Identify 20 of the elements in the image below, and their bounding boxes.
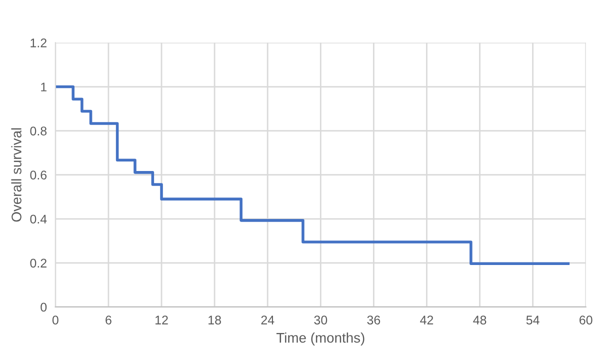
x-tick-label: 54	[526, 316, 540, 324]
x-tick-label: 60	[580, 316, 592, 324]
x-tick-label: 12	[156, 316, 168, 324]
x-tick-label: 24	[261, 316, 274, 324]
x-tick-label: 42	[420, 316, 434, 324]
y-tick-label: 1.2	[30, 38, 46, 48]
x-tick-label: 0	[52, 316, 58, 324]
y-tick-label: 0.2	[30, 258, 46, 268]
y-tick-label: 0.8	[30, 126, 47, 136]
x-tick-label: 18	[208, 316, 221, 324]
x-axis-title: Time (months)	[276, 332, 364, 346]
y-axis-title: Overall survival	[11, 128, 22, 222]
y-tick-label: 1	[41, 82, 46, 92]
y-tick-label: 0.6	[30, 170, 47, 180]
x-tick-label: 36	[367, 316, 380, 324]
y-tick-label: 0	[40, 302, 47, 312]
x-tick-label: 48	[473, 316, 486, 324]
x-tick-label: 30	[314, 316, 328, 324]
y-tick-label: 0.4	[30, 214, 47, 224]
x-tick-label: 6	[106, 316, 112, 324]
